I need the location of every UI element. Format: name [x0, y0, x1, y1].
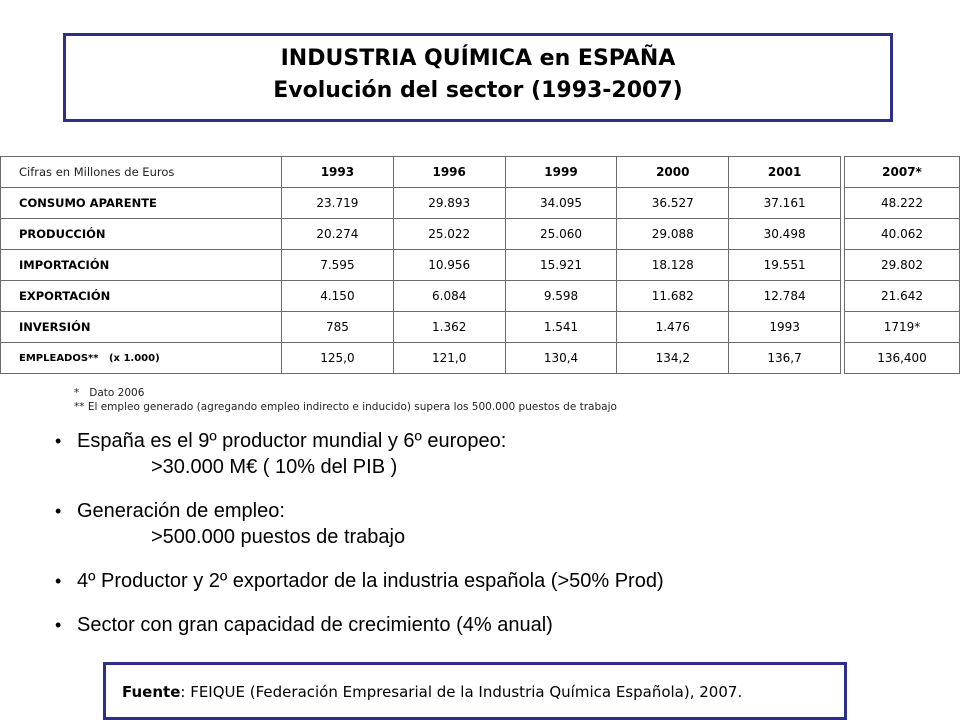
cell: 40.062 — [844, 218, 960, 250]
year-header: 2001 — [728, 156, 841, 188]
cell: 1.541 — [504, 311, 618, 343]
cell: 10.956 — [392, 249, 506, 281]
cell: 29.088 — [616, 218, 730, 250]
table-row: PRODUCCIÓN 20.274 25.022 25.060 29.088 3… — [0, 218, 841, 250]
cell: 12.784 — [728, 280, 841, 312]
cell: 121,0 — [392, 342, 506, 374]
cell: 25.022 — [392, 218, 506, 250]
bullet-subtext: >500.000 puestos de trabajo — [151, 526, 406, 548]
year-header: 2007* — [844, 156, 960, 188]
year-header: 1999 — [504, 156, 618, 188]
title-line2: Evolución del sector (1993-2007) — [273, 78, 683, 103]
cell: 1719* — [844, 311, 960, 343]
source-box: Fuente: FEIQUE (Federación Empresarial d… — [103, 662, 847, 720]
table-header-row: Cifras en Millones de Euros 1993 1996 19… — [0, 156, 841, 188]
row-label: EXPORTACIÓN — [0, 280, 282, 312]
table-row: EMPLEADOS** (x 1.000) 125,0 121,0 130,4 … — [0, 342, 841, 374]
row-label: PRODUCCIÓN — [0, 218, 282, 250]
bullet-icon: • — [55, 615, 62, 635]
cell: 30.498 — [728, 218, 841, 250]
cell: 4.150 — [281, 280, 394, 312]
title-box: INDUSTRIA QUÍMICA en ESPAÑA Evolución de… — [63, 33, 893, 122]
title-line1: INDUSTRIA QUÍMICA en ESPAÑA — [280, 46, 676, 71]
header-label: Cifras en Millones de Euros — [0, 156, 282, 188]
cell: 6.084 — [392, 280, 506, 312]
note: ** El empleo generado (agregando empleo … — [74, 401, 617, 413]
bullet-text: Generación de empleo: — [77, 500, 285, 522]
data-table-2007: 2007* 48.222 40.062 29.802 21.642 1719* … — [844, 156, 960, 374]
source-text: : FEIQUE (Federación Empresarial de la I… — [180, 683, 743, 701]
bullet-icon: • — [55, 571, 62, 591]
bullet-text: Sector con gran capacidad de crecimiento… — [77, 614, 553, 636]
bullet-text: España es el 9º productor mundial y 6º e… — [77, 430, 507, 452]
bullet-subtext: >30.000 M€ ( 10% del PIB ) — [151, 456, 398, 478]
cell: 1993 — [728, 311, 841, 343]
year-header: 1993 — [281, 156, 394, 188]
source-label: Fuente — [122, 683, 181, 701]
cell: 25.060 — [504, 218, 618, 250]
cell: 36.527 — [616, 187, 730, 219]
cell: 20.274 — [281, 218, 394, 250]
cell: 23.719 — [281, 187, 394, 219]
row-label: CONSUMO APARENTE — [0, 187, 282, 219]
cell: 125,0 — [281, 342, 394, 374]
cell: 134,2 — [616, 342, 730, 374]
cell: 29.893 — [392, 187, 506, 219]
list-item: • 4º Productor y 2º exportador de la ind… — [55, 568, 915, 594]
list-item: • Generación de empleo: >500.000 puestos… — [55, 498, 915, 550]
row-label: INVERSIÓN — [0, 311, 282, 343]
table-row: EXPORTACIÓN 4.150 6.084 9.598 11.682 12.… — [0, 280, 841, 312]
cell: 21.642 — [844, 280, 960, 312]
cell: 11.682 — [616, 280, 730, 312]
bullet-list: • España es el 9º productor mundial y 6º… — [55, 428, 915, 656]
row-label: EMPLEADOS** (x 1.000) — [0, 342, 282, 374]
cell: 29.802 — [844, 249, 960, 281]
year-header: 1996 — [392, 156, 506, 188]
cell: 1.476 — [616, 311, 730, 343]
list-item: • Sector con gran capacidad de crecimien… — [55, 612, 915, 638]
cell: 136,7 — [728, 342, 841, 374]
cell: 37.161 — [728, 187, 841, 219]
row-label: IMPORTACIÓN — [0, 249, 282, 281]
cell: 48.222 — [844, 187, 960, 219]
bullet-icon: • — [55, 431, 62, 451]
cell: 136,400 — [844, 342, 960, 374]
cell: 785 — [281, 311, 394, 343]
cell: 15.921 — [504, 249, 618, 281]
cell: 130,4 — [504, 342, 618, 374]
cell: 34.095 — [504, 187, 618, 219]
cell: 18.128 — [616, 249, 730, 281]
cell: 9.598 — [504, 280, 618, 312]
bullet-text: 4º Productor y 2º exportador de la indus… — [77, 570, 664, 592]
table-notes: * Dato 2006 ** El empleo generado (agreg… — [74, 386, 617, 414]
cell: 19.551 — [728, 249, 841, 281]
cell: 7.595 — [281, 249, 394, 281]
bullet-icon: • — [55, 501, 62, 521]
table-row: CONSUMO APARENTE 23.719 29.893 34.095 36… — [0, 187, 841, 219]
table-row: IMPORTACIÓN 7.595 10.956 15.921 18.128 1… — [0, 249, 841, 281]
year-header: 2000 — [616, 156, 730, 188]
data-table: Cifras en Millones de Euros 1993 1996 19… — [0, 156, 841, 374]
list-item: • España es el 9º productor mundial y 6º… — [55, 428, 915, 480]
note: * Dato 2006 — [74, 387, 145, 399]
table-row: INVERSIÓN 785 1.362 1.541 1.476 1993 — [0, 311, 841, 343]
cell: 1.362 — [392, 311, 506, 343]
